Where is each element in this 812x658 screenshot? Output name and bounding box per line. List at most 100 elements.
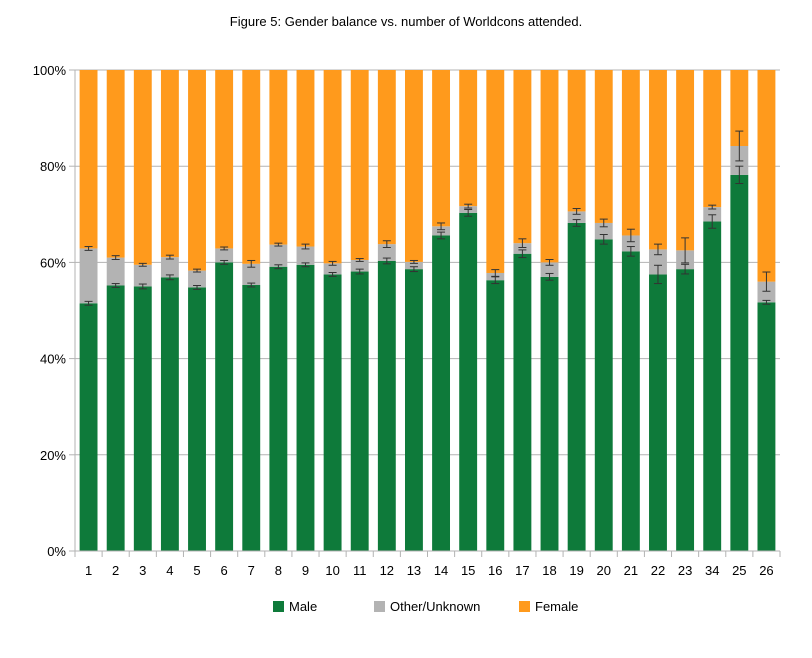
bar-female (269, 70, 288, 245)
bar-male (649, 274, 667, 551)
bar-female (649, 70, 667, 250)
bar-male (215, 262, 234, 551)
bar-male (242, 285, 261, 551)
bar-other-unknown (567, 211, 586, 223)
bar-female (160, 70, 179, 258)
x-tick-label: 23 (678, 563, 692, 578)
bar-female (540, 70, 559, 263)
x-tick-label: 15 (461, 563, 475, 578)
bar-male (459, 212, 478, 551)
bar-other-unknown (296, 246, 315, 265)
bar-other-unknown (133, 264, 152, 287)
bar-other-unknown (106, 257, 125, 286)
x-tick-label: 12 (380, 563, 394, 578)
chart-title: Figure 5: Gender balance vs. number of W… (229, 14, 583, 29)
bar-female (730, 70, 749, 146)
bar-female (432, 70, 451, 227)
bar-female (133, 70, 152, 265)
bar-male (676, 269, 695, 551)
bar-other-unknown (540, 262, 559, 277)
x-tick-label: 13 (407, 563, 421, 578)
bar-male (594, 239, 613, 551)
bar-female (594, 70, 613, 223)
x-tick-label: 11 (353, 563, 367, 578)
y-tick-label: 60% (40, 255, 66, 270)
bar-male (160, 277, 179, 551)
bar-other-unknown (269, 244, 288, 267)
bar-male (106, 285, 125, 551)
legend-label: Female (535, 599, 578, 614)
bar-female (757, 70, 776, 282)
bar-male (323, 274, 342, 551)
bar-male (567, 222, 586, 551)
bar-male (621, 251, 640, 551)
bar-female (296, 70, 315, 247)
bar-male (269, 266, 288, 551)
x-tick-label: 34 (705, 563, 719, 578)
bar-male (757, 302, 776, 551)
x-tick-label: 21 (624, 563, 638, 578)
x-tick-label: 9 (302, 563, 309, 578)
bar-other-unknown (215, 248, 234, 263)
legend-swatch-male (273, 601, 284, 612)
x-tick-label: 20 (597, 563, 611, 578)
x-tick-label: 1 (85, 563, 92, 578)
x-tick-label: 8 (275, 563, 282, 578)
bar-male (486, 280, 505, 551)
bar-male (730, 174, 749, 551)
bar-other-unknown (432, 226, 451, 236)
bar-female (676, 70, 695, 251)
bar-male (703, 221, 722, 551)
bar-male (133, 286, 152, 551)
x-tick-label: 22 (651, 563, 665, 578)
bar-other-unknown (649, 249, 667, 275)
bar-female (215, 70, 234, 249)
bar-other-unknown (323, 263, 342, 275)
x-tick-label: 26 (759, 563, 773, 578)
x-tick-label: 7 (248, 563, 255, 578)
bar-other-unknown (513, 243, 532, 254)
x-tick-label: 14 (434, 563, 448, 578)
bar-female (188, 70, 206, 271)
bar-other-unknown (377, 244, 396, 261)
bar-male (79, 303, 98, 551)
bar-male (296, 264, 315, 551)
bar-other-unknown (350, 259, 369, 272)
bar-female (459, 70, 478, 207)
legend-label: Male (289, 599, 317, 614)
bar-male (350, 271, 369, 551)
bar-male (188, 287, 206, 551)
x-tick-label: 19 (569, 563, 583, 578)
bar-other-unknown (621, 235, 640, 252)
x-tick-label: 16 (488, 563, 502, 578)
bar-other-unknown (242, 263, 261, 286)
legend-swatch-other-unknown (374, 601, 385, 612)
bar-female (377, 70, 396, 245)
bar-other-unknown (160, 257, 179, 278)
x-tick-label: 10 (325, 563, 339, 578)
x-tick-label: 2 (112, 563, 119, 578)
bar-male (404, 269, 423, 551)
bar-other-unknown (757, 281, 776, 303)
x-tick-label: 3 (139, 563, 146, 578)
y-tick-label: 80% (40, 159, 66, 174)
x-tick-label: 18 (542, 563, 556, 578)
bar-female (567, 70, 586, 212)
bar-female (404, 70, 423, 262)
bar-male (540, 276, 559, 551)
legend-label: Other/Unknown (390, 599, 480, 614)
y-tick-label: 20% (40, 448, 66, 463)
bar-female (486, 70, 505, 273)
legend-swatch-female (519, 601, 530, 612)
x-tick-label: 25 (732, 563, 746, 578)
bar-other-unknown (79, 248, 98, 304)
bar-female (703, 70, 722, 208)
bar-female (323, 70, 342, 264)
x-tick-label: 6 (221, 563, 228, 578)
bar-female (242, 70, 261, 264)
bar-other-unknown (404, 261, 423, 270)
x-tick-label: 5 (193, 563, 200, 578)
bar-female (79, 70, 98, 249)
